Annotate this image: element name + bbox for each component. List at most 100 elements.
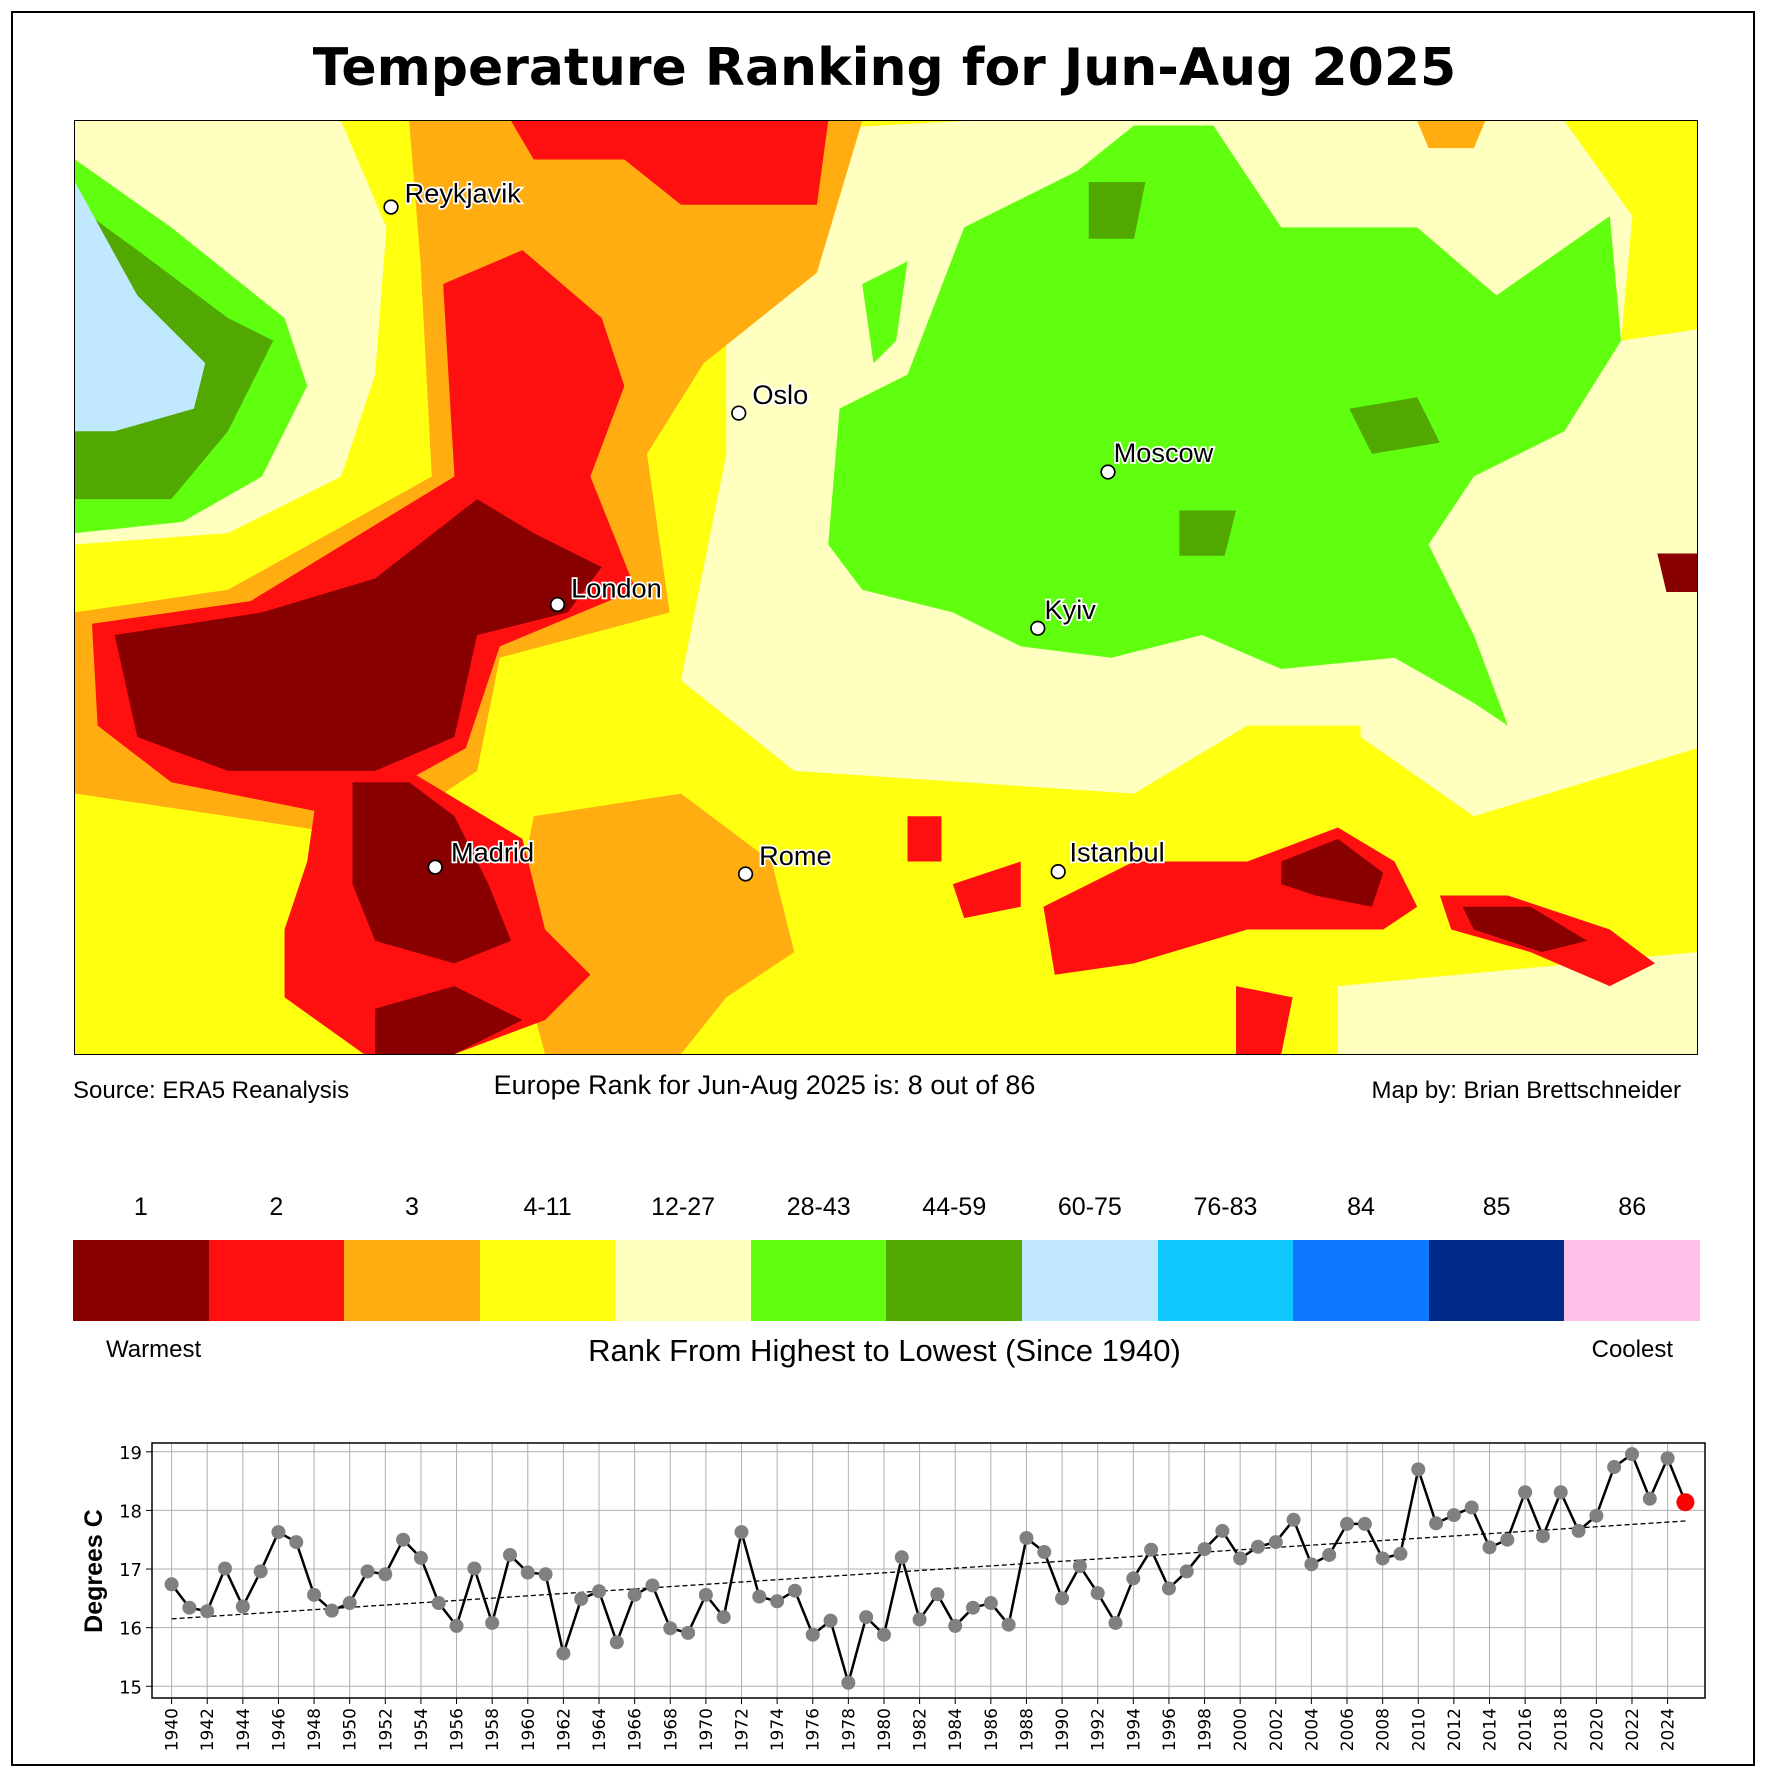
city-marker-moscow (1100, 464, 1116, 480)
x-tick-label: 2024 (1659, 1708, 1679, 1751)
city-label-istanbul: Istanbul (1069, 837, 1164, 868)
data-point (734, 1525, 749, 1540)
colorbar-swatch-4-11 (479, 1240, 616, 1321)
city-marker-london (549, 596, 566, 613)
y-tick-label: 15 (119, 1677, 142, 1698)
y-tick-label: 19 (119, 1443, 142, 1464)
map-region-rank-44-59 (1179, 510, 1236, 556)
colorbar-label: 2 (269, 1193, 284, 1221)
x-tick-label: 1950 (341, 1708, 361, 1751)
warmest-label: Warmest (106, 1336, 202, 1363)
x-tick-label: 1994 (1124, 1708, 1144, 1751)
map-region-rank-1 (1462, 906, 1588, 953)
data-point (1322, 1547, 1337, 1562)
x-tick-label: 1948 (305, 1708, 325, 1751)
figure-border (11, 11, 1755, 1766)
data-point (1090, 1586, 1105, 1601)
x-tick-label: 1946 (269, 1708, 289, 1751)
data-point (1144, 1542, 1159, 1557)
y-axis-label: Degrees C (80, 1509, 108, 1633)
x-tick-label: 2014 (1481, 1708, 1501, 1751)
y-tick-label: 18 (119, 1501, 142, 1522)
x-tick-label: 2020 (1587, 1708, 1607, 1751)
x-tick-label: 2004 (1302, 1708, 1322, 1751)
data-point (1126, 1571, 1141, 1586)
data-point (502, 1547, 517, 1562)
data-point (930, 1587, 945, 1602)
x-tick-label: 2008 (1374, 1708, 1394, 1751)
y-tick-label: 17 (119, 1560, 142, 1581)
x-tick-label: 1968 (661, 1708, 681, 1751)
chart-grid (152, 1443, 1705, 1698)
coolest-label: Coolest (1591, 1336, 1673, 1363)
x-tick-label: 2006 (1338, 1708, 1358, 1751)
data-point (681, 1625, 696, 1640)
x-tick-label: 1964 (590, 1708, 610, 1751)
highlight-point (1676, 1493, 1695, 1512)
data-point (1019, 1530, 1034, 1545)
colorbar-label: 12-27 (651, 1193, 716, 1221)
city-label-kyiv: Kyiv (1045, 594, 1097, 625)
x-tick-label: 1976 (804, 1708, 824, 1751)
data-point (1197, 1542, 1212, 1557)
x-tick-label: 1992 (1089, 1708, 1109, 1751)
map-region-rank-2 (511, 121, 829, 205)
map-region-rank-2 (1235, 986, 1293, 1054)
data-point (1535, 1529, 1550, 1544)
data-point (1482, 1540, 1497, 1555)
source-text: Source: ERA5 Reanalysis (73, 1077, 350, 1104)
data-point (520, 1565, 535, 1580)
x-tick-label: 1956 (448, 1708, 468, 1751)
map-region-rank-2 (907, 816, 942, 862)
x-tick-label: 1988 (1017, 1708, 1037, 1751)
colorbar-label: 85 (1482, 1193, 1511, 1221)
x-tick-label: 1942 (198, 1708, 218, 1751)
x-tick-label: 1970 (697, 1708, 717, 1751)
x-tick-label: 1958 (483, 1708, 503, 1751)
x-tick-label: 1984 (946, 1708, 966, 1751)
data-point (645, 1578, 660, 1593)
city-marker-reykjavik (383, 199, 399, 215)
city-label-moscow: Moscow (1114, 437, 1214, 468)
map-region-rank-1 (1657, 553, 1697, 593)
data-point (538, 1567, 553, 1582)
x-tick-label: 1982 (911, 1708, 931, 1751)
colorbar-label: 4-11 (523, 1193, 572, 1221)
data-point (876, 1627, 891, 1642)
colorbar-label: 60-75 (1057, 1193, 1122, 1221)
map-region-rank-1 (1281, 838, 1384, 907)
data-point (1624, 1447, 1639, 1462)
data-point (966, 1600, 981, 1615)
data-point (859, 1610, 874, 1625)
data-point (1250, 1539, 1265, 1554)
city-label-reykjavik: Reykjavik (405, 178, 522, 209)
data-point (1161, 1581, 1176, 1596)
data-point (378, 1567, 393, 1582)
x-tick-label: 1980 (875, 1708, 895, 1751)
x-tick-label: 1998 (1196, 1708, 1216, 1751)
x-tick-label: 1972 (732, 1708, 752, 1751)
data-point (752, 1589, 767, 1604)
map-region-rank-44-59 (1349, 397, 1440, 454)
data-point (787, 1583, 802, 1598)
data-point (253, 1564, 268, 1579)
x-tick-label: 2012 (1445, 1708, 1465, 1751)
data-point (663, 1621, 678, 1636)
data-point (1518, 1485, 1533, 1500)
map-region-rank-3 (511, 793, 795, 1054)
data-point (1072, 1559, 1087, 1574)
map-region-rank-1 (375, 986, 523, 1054)
data-point (627, 1587, 642, 1602)
data-point (449, 1618, 464, 1633)
y-tick-label: 16 (119, 1619, 142, 1640)
colorbar-swatch-3 (344, 1240, 480, 1321)
data-point (805, 1627, 820, 1642)
data-point (1642, 1491, 1657, 1506)
data-point (360, 1564, 375, 1579)
data-point (1001, 1617, 1016, 1632)
data-point (1500, 1532, 1515, 1547)
data-point (289, 1535, 304, 1550)
data-point (396, 1532, 411, 1547)
data-point (574, 1591, 589, 1606)
data-point (1268, 1535, 1283, 1550)
